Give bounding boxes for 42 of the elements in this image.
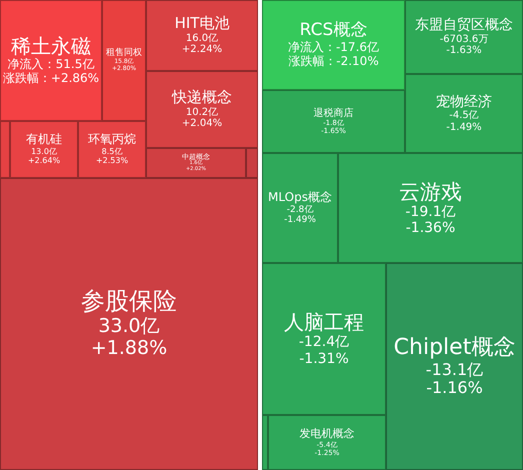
data-label: -1.36% — [406, 220, 456, 236]
category-label: 宠物经济 — [436, 94, 492, 110]
data-label: -1.49% — [284, 214, 316, 226]
data-label: +2.04% — [182, 118, 222, 130]
data-label: -2.8亿 — [286, 204, 314, 215]
category-label: 云游戏 — [399, 180, 462, 204]
category-label: Chiplet概念 — [394, 335, 516, 361]
data-label: 13.0亿 — [31, 147, 57, 156]
category-label: 快递概念 — [172, 88, 232, 107]
data-label: -1.31% — [299, 350, 349, 367]
category-label: RCS概念 — [300, 20, 368, 41]
category-label: 有机硅 — [26, 132, 62, 148]
data-label: -13.1亿 — [426, 360, 484, 380]
data-label: -6703.6万 — [440, 34, 488, 46]
data-label: -19.1亿 — [405, 204, 456, 220]
category-label: MLOps概念 — [268, 190, 332, 205]
data-label: +1.88% — [90, 336, 168, 360]
data-label: +2.53% — [96, 156, 128, 166]
category-label: 人脑工程 — [284, 310, 364, 334]
data-label: -12.4亿 — [298, 334, 350, 350]
data-label: 16.0亿 — [186, 32, 218, 44]
data-label: 净流入：51.5亿 — [8, 57, 94, 72]
data-label: 净流入：-17.6亿 — [288, 40, 380, 55]
data-label: 10.2亿 — [186, 106, 218, 118]
category-label: 租售同权 — [106, 48, 142, 58]
data-label: -1.16% — [426, 378, 483, 398]
data-label: +2.64% — [28, 156, 60, 166]
category-label: 东盟自贸区概念 — [415, 17, 513, 34]
category-label: 退税商店 — [314, 108, 354, 120]
data-label: 涨跌幅：-2.10% — [288, 54, 379, 69]
data-label: -1.63% — [446, 45, 482, 57]
data-label: 涨跌幅：+2.86% — [2, 71, 100, 86]
category-label: 发电机概念 — [300, 427, 354, 441]
category-label: 稀土永磁 — [11, 34, 91, 58]
data-label: -4.5亿 — [449, 110, 479, 122]
category-label: HIT电池 — [174, 14, 230, 33]
data-label: 8.5亿 — [102, 147, 122, 156]
category-label: 环氧丙烷 — [88, 132, 136, 148]
data-label: 33.0亿 — [98, 314, 160, 338]
category-label: 参股保险 — [81, 287, 177, 316]
data-label: -1.49% — [446, 122, 482, 134]
data-label: +2.24% — [182, 44, 222, 56]
